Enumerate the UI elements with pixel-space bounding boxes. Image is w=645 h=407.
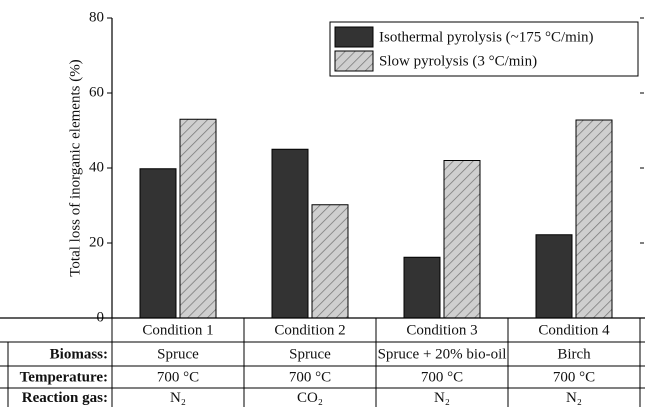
bar bbox=[403, 256, 441, 319]
table-cell: 700 °C bbox=[157, 369, 199, 385]
table-cell: Spruce bbox=[289, 346, 331, 362]
bar bbox=[179, 118, 217, 319]
x-tick-label: Condition 1 bbox=[142, 322, 213, 338]
bar bbox=[139, 168, 177, 319]
y-tick-label: 60 bbox=[89, 84, 104, 100]
y-tick-label: 40 bbox=[89, 159, 104, 175]
table-cell: N₂ bbox=[566, 390, 582, 406]
legend-label: Slow pyrolysis (3 °C/min) bbox=[379, 53, 537, 69]
row-label: Temperature: bbox=[20, 369, 108, 385]
table-cell: CO₂ bbox=[297, 390, 323, 406]
table-cell: Spruce bbox=[157, 346, 199, 362]
table-cell: Spruce + 20% bio-oil bbox=[378, 346, 507, 362]
x-tick-label: Condition 4 bbox=[538, 322, 610, 338]
legend-swatch bbox=[334, 50, 374, 72]
y-tick-label: 20 bbox=[89, 234, 104, 250]
table-cell: 700 °C bbox=[421, 369, 463, 385]
table-cell: 700 °C bbox=[289, 369, 331, 385]
bar bbox=[271, 148, 309, 319]
y-tick-label: 80 bbox=[89, 9, 104, 25]
legend-box bbox=[329, 21, 639, 77]
table-cell: N₂ bbox=[170, 390, 186, 406]
legend-swatch bbox=[334, 26, 374, 48]
bar bbox=[575, 119, 613, 319]
table-cell: Birch bbox=[557, 346, 591, 362]
row-label: Biomass: bbox=[50, 346, 108, 362]
x-tick-label: Condition 2 bbox=[274, 322, 345, 338]
bar bbox=[311, 204, 349, 319]
bar bbox=[443, 160, 481, 319]
y-axis-label: Total loss of inorganic elements (%) bbox=[67, 59, 83, 276]
table-cell: N₂ bbox=[434, 390, 450, 406]
table-cell: 700 °C bbox=[553, 369, 595, 385]
legend-label: Isothermal pyrolysis (~175 °C/min) bbox=[379, 29, 594, 45]
row-label: Reaction gas: bbox=[22, 390, 108, 406]
x-tick-label: Condition 3 bbox=[406, 322, 477, 338]
bar bbox=[535, 234, 573, 319]
